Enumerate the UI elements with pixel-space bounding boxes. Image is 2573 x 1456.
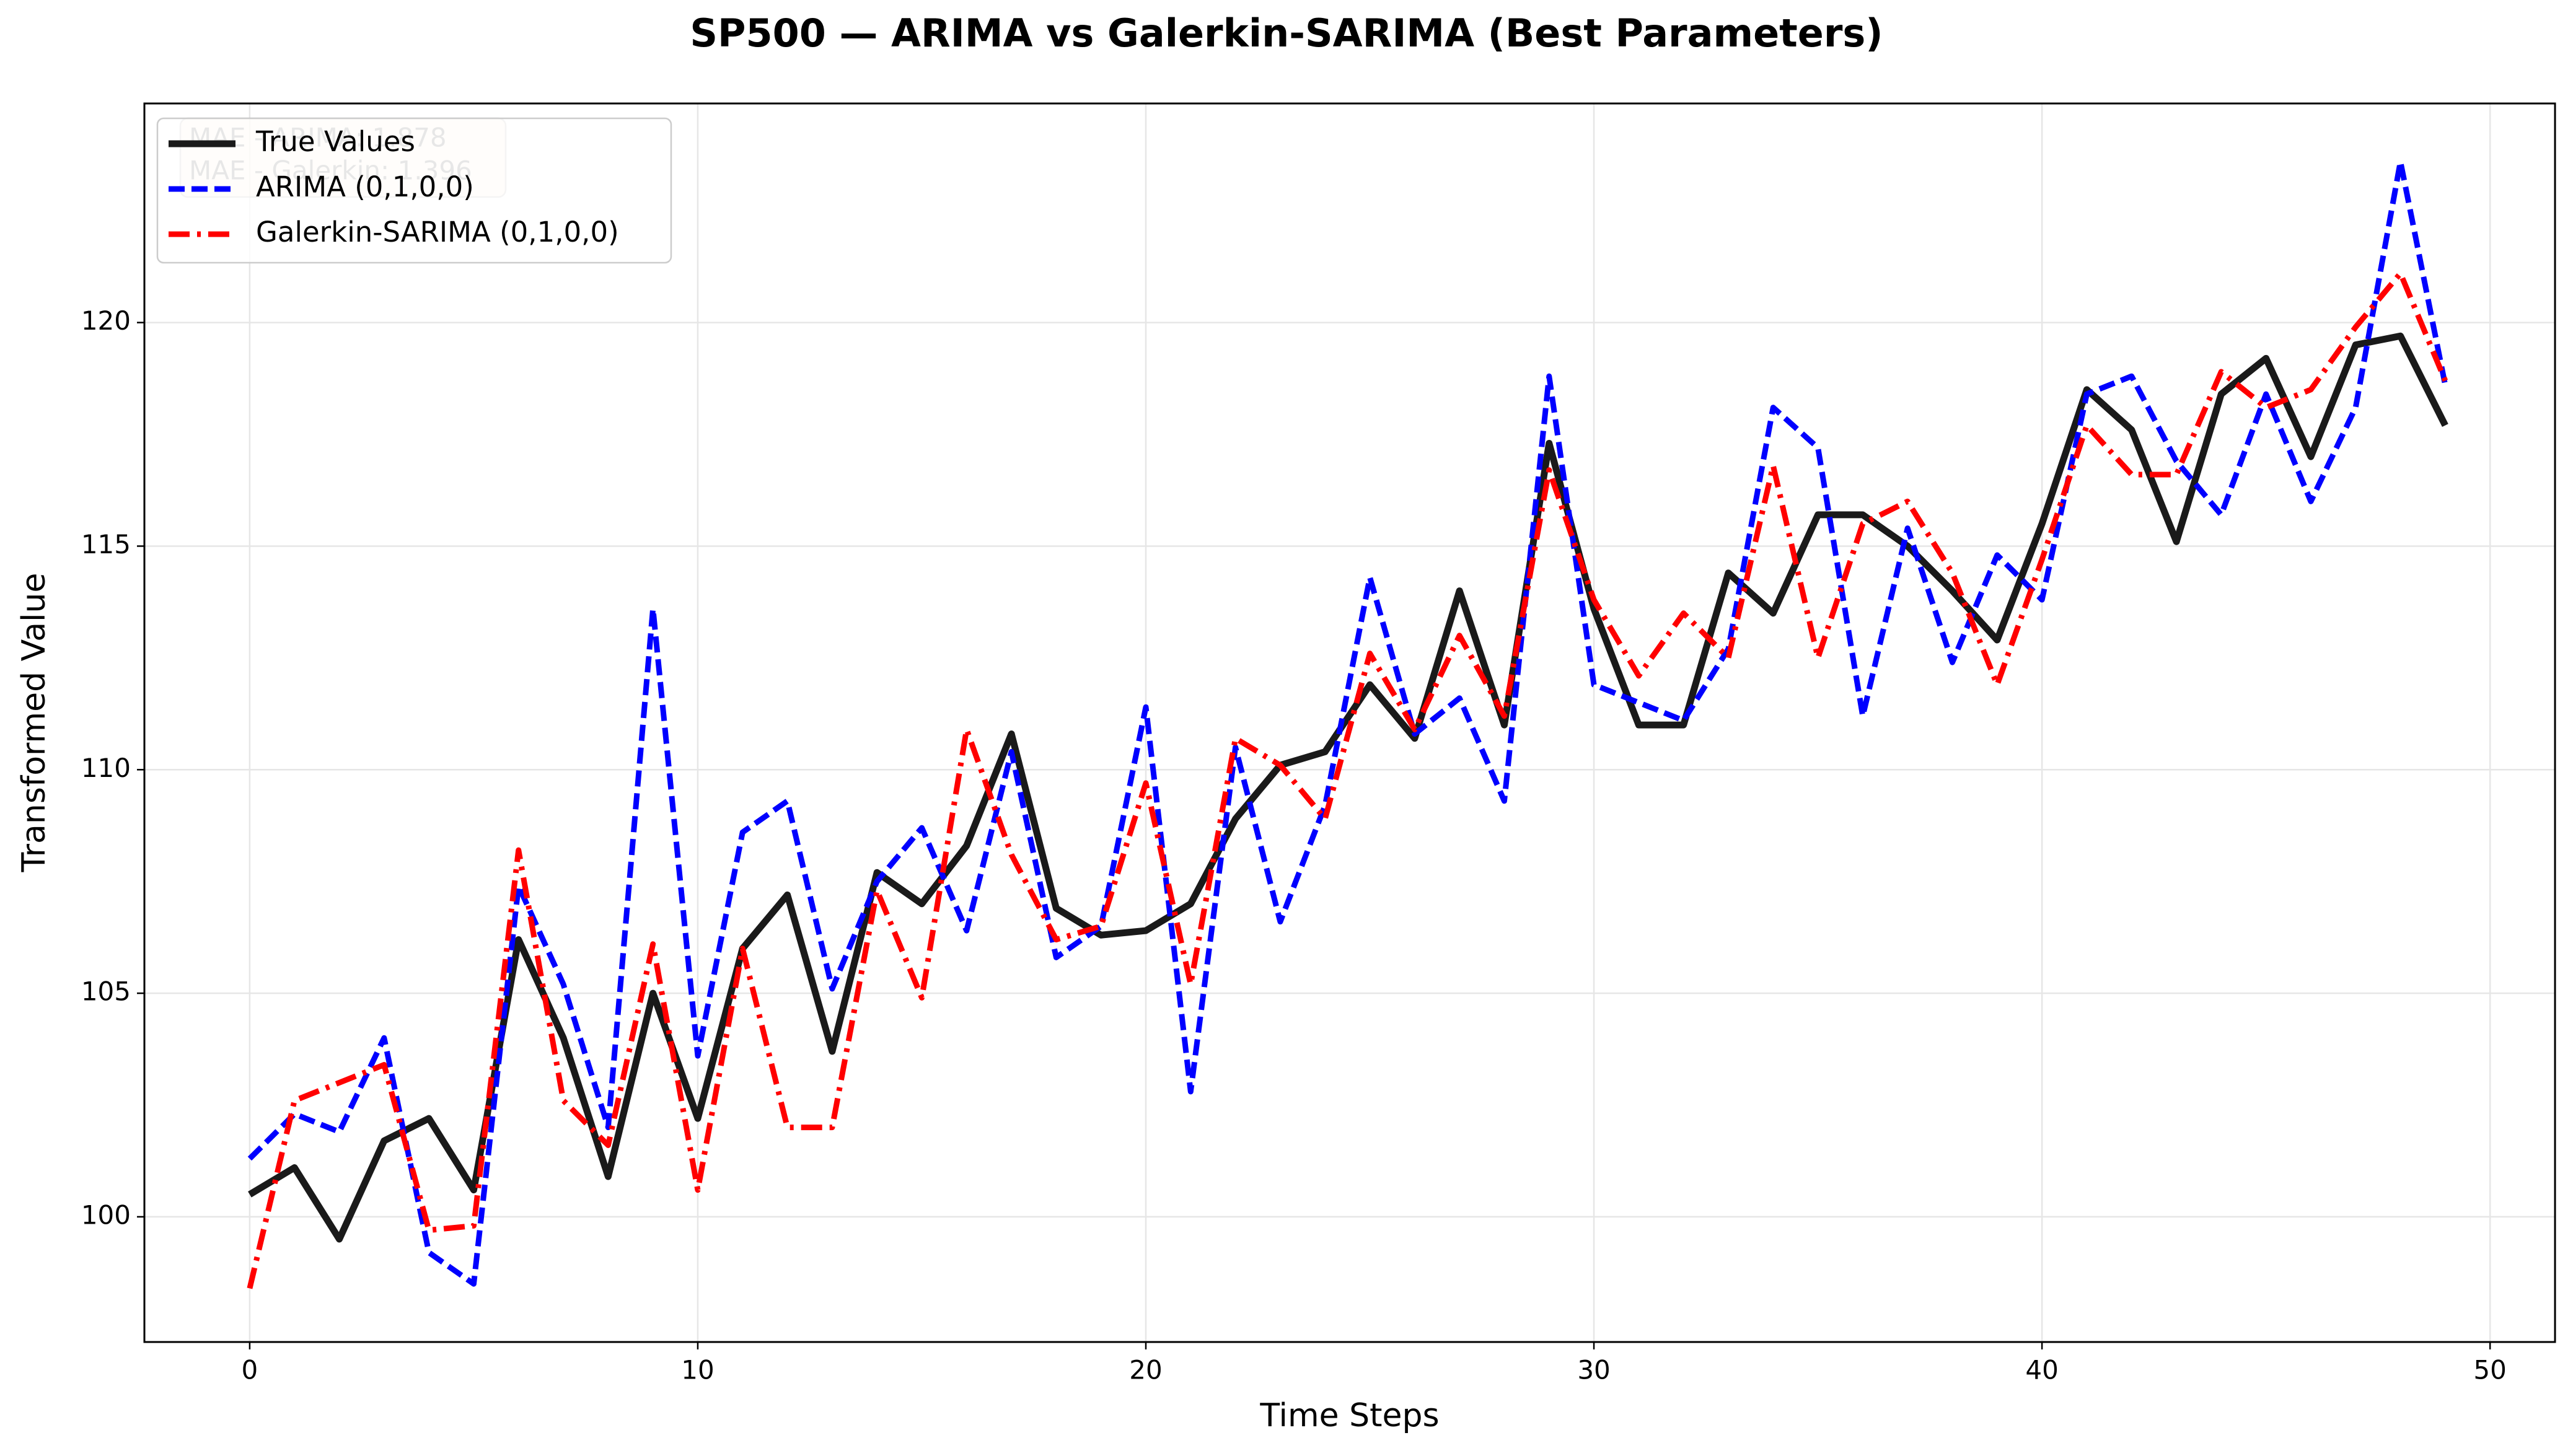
x-tick-label: 30 — [1577, 1355, 1610, 1385]
data-line — [248, 332, 2448, 1243]
legend-box — [156, 117, 672, 264]
x-tick-label: 40 — [2025, 1355, 2058, 1385]
y-axis-label: Transformed Value — [15, 573, 53, 873]
x-axis-label: Time Steps — [1259, 1397, 1439, 1434]
x-tick-label: 20 — [1129, 1355, 1162, 1385]
y-tick-label: 110 — [81, 753, 131, 783]
x-tick-label: 0 — [242, 1355, 258, 1385]
legend-label: Galerkin-SARIMA (0,1,0,0) — [256, 216, 619, 248]
y-tick-label: 100 — [81, 1199, 131, 1230]
x-tick-label: 50 — [2473, 1355, 2506, 1385]
plot-frame — [143, 102, 2556, 1343]
chart-title: SP500 — ARIMA vs Galerkin-SARIMA (Best P… — [690, 11, 1883, 56]
legend-label: ARIMA (0,1,0,0) — [256, 170, 474, 203]
y-tick-label: 115 — [81, 529, 131, 559]
y-tick-label: 120 — [81, 305, 131, 336]
y-tick-label: 105 — [81, 976, 131, 1007]
legend-label: True Values — [255, 125, 415, 158]
x-tick-label: 10 — [681, 1355, 714, 1385]
data-line — [247, 270, 2448, 1289]
